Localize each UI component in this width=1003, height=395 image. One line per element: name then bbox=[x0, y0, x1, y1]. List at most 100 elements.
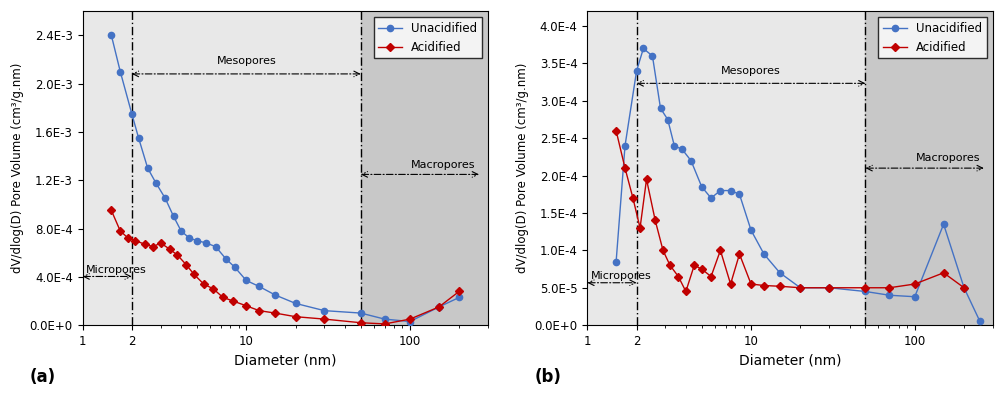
Unacidified bbox=[733, 192, 745, 197]
Unacidified bbox=[403, 319, 415, 324]
Unacidified bbox=[200, 241, 212, 245]
Text: Micropores: Micropores bbox=[590, 271, 651, 282]
Unacidified bbox=[724, 188, 736, 193]
Acidified bbox=[679, 289, 691, 294]
Unacidified bbox=[354, 311, 366, 316]
Unacidified bbox=[957, 285, 969, 290]
Acidified bbox=[937, 271, 949, 275]
Acidified bbox=[610, 128, 622, 133]
Acidified bbox=[154, 241, 166, 245]
Text: Mesopores: Mesopores bbox=[217, 56, 276, 66]
Unacidified bbox=[318, 308, 330, 313]
X-axis label: Diameter (nm): Diameter (nm) bbox=[738, 354, 841, 367]
Unacidified bbox=[676, 147, 688, 152]
Acidified bbox=[240, 303, 252, 308]
Line: Unacidified: Unacidified bbox=[108, 32, 462, 325]
Line: Acidified: Acidified bbox=[108, 207, 462, 327]
Line: Acidified: Acidified bbox=[613, 128, 966, 295]
Unacidified bbox=[269, 293, 281, 297]
Unacidified bbox=[210, 244, 222, 249]
Unacidified bbox=[908, 294, 920, 299]
Acidified bbox=[122, 236, 134, 241]
Unacidified bbox=[630, 69, 642, 73]
Acidified bbox=[289, 314, 301, 319]
Unacidified bbox=[229, 265, 241, 269]
Unacidified bbox=[859, 289, 871, 294]
Text: Micropores: Micropores bbox=[86, 265, 146, 275]
Text: Macropores: Macropores bbox=[915, 153, 979, 164]
Unacidified bbox=[184, 236, 196, 241]
Acidified bbox=[663, 263, 675, 268]
Acidified bbox=[269, 311, 281, 316]
Unacidified bbox=[175, 229, 187, 233]
Acidified bbox=[227, 299, 239, 303]
Acidified bbox=[253, 308, 265, 313]
Unacidified bbox=[757, 252, 769, 256]
Acidified bbox=[883, 285, 895, 290]
Acidified bbox=[432, 305, 444, 309]
Acidified bbox=[208, 286, 220, 291]
Bar bbox=[865, 11, 992, 325]
Acidified bbox=[724, 282, 736, 286]
Bar bbox=[636, 11, 865, 325]
Acidified bbox=[773, 284, 785, 289]
Y-axis label: dV/dlog(D) Pore Volume (cm³/g.nm): dV/dlog(D) Pore Volume (cm³/g.nm) bbox=[11, 63, 24, 273]
Unacidified bbox=[114, 69, 126, 74]
Acidified bbox=[163, 247, 176, 252]
Acidified bbox=[198, 282, 210, 286]
Unacidified bbox=[684, 158, 696, 163]
Unacidified bbox=[668, 143, 680, 148]
Acidified bbox=[757, 283, 769, 288]
Line: Unacidified: Unacidified bbox=[613, 45, 982, 325]
Unacidified bbox=[646, 54, 658, 58]
Unacidified bbox=[432, 305, 444, 309]
Acidified bbox=[908, 282, 920, 286]
Unacidified bbox=[378, 317, 390, 322]
Acidified bbox=[733, 252, 745, 256]
Unacidified bbox=[289, 301, 301, 306]
Acidified bbox=[687, 263, 699, 268]
Acidified bbox=[695, 267, 707, 271]
Unacidified bbox=[973, 319, 985, 324]
Acidified bbox=[188, 272, 200, 277]
Acidified bbox=[656, 248, 668, 253]
Acidified bbox=[704, 274, 716, 279]
Unacidified bbox=[149, 180, 161, 185]
Bar bbox=[82, 11, 131, 325]
Acidified bbox=[744, 282, 756, 286]
Acidified bbox=[318, 317, 330, 322]
Unacidified bbox=[220, 256, 232, 261]
Legend: Unacidified, Acidified: Unacidified, Acidified bbox=[373, 17, 481, 58]
Unacidified bbox=[744, 228, 756, 233]
Text: (b): (b) bbox=[534, 368, 561, 386]
Acidified bbox=[649, 218, 661, 223]
Acidified bbox=[129, 238, 141, 243]
Acidified bbox=[217, 295, 229, 300]
Acidified bbox=[793, 285, 805, 290]
Unacidified bbox=[937, 222, 949, 227]
Legend: Unacidified, Acidified: Unacidified, Acidified bbox=[878, 17, 986, 58]
Acidified bbox=[626, 196, 638, 200]
Acidified bbox=[957, 285, 969, 290]
Acidified bbox=[452, 289, 464, 294]
Acidified bbox=[354, 320, 366, 325]
Acidified bbox=[180, 262, 192, 267]
Unacidified bbox=[168, 214, 180, 219]
Acidified bbox=[172, 253, 184, 258]
Acidified bbox=[859, 285, 871, 290]
Unacidified bbox=[105, 33, 117, 38]
Unacidified bbox=[773, 271, 785, 275]
Acidified bbox=[403, 317, 415, 322]
Unacidified bbox=[452, 295, 464, 300]
Unacidified bbox=[714, 188, 726, 193]
Unacidified bbox=[132, 135, 144, 140]
Unacidified bbox=[883, 293, 895, 297]
Unacidified bbox=[159, 196, 172, 201]
Acidified bbox=[672, 274, 684, 279]
Acidified bbox=[822, 285, 834, 290]
Bar bbox=[587, 11, 636, 325]
Unacidified bbox=[661, 117, 673, 122]
Y-axis label: dV/dlog(D) Pore Volume (cm³/g.nm): dV/dlog(D) Pore Volume (cm³/g.nm) bbox=[516, 63, 529, 273]
Unacidified bbox=[191, 238, 203, 243]
Text: (a): (a) bbox=[30, 368, 56, 386]
